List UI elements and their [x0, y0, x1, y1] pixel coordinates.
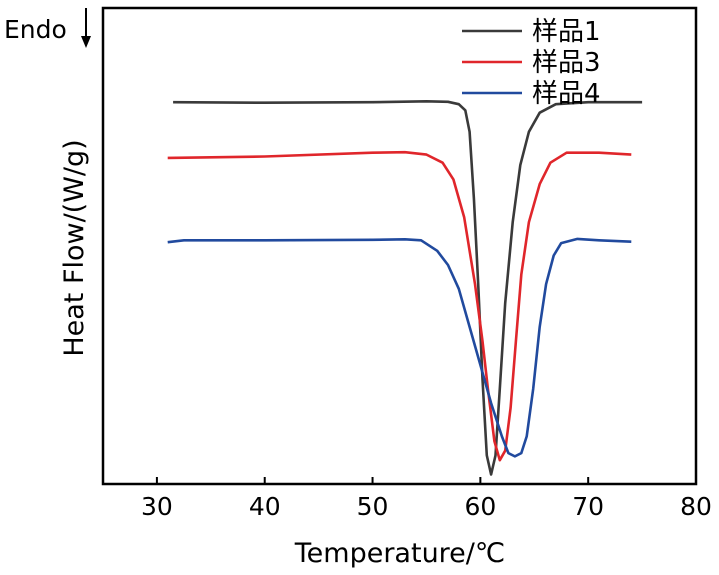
- x-tick-label: 80: [680, 492, 712, 521]
- endo-down-arrow-icon: [81, 8, 91, 48]
- series-lines: [167, 100, 643, 476]
- series-line-sample-3: [167, 150, 632, 462]
- plot-frame: [101, 6, 698, 486]
- legend-label-sample-3: 样品3: [532, 48, 601, 78]
- x-tick-label: 30: [141, 492, 173, 521]
- series-line-sample-4: [167, 237, 632, 458]
- x-tick-label: 40: [249, 492, 281, 521]
- x-axis-ticks: 30 40 50 60 70 80: [141, 477, 712, 521]
- legend-label-sample-4: 样品4: [532, 79, 601, 109]
- legend-label-sample-1: 样品1: [532, 17, 601, 47]
- x-tick-label: 70: [572, 492, 604, 521]
- endo-label: Endo: [4, 15, 67, 44]
- x-tick-label: 50: [357, 492, 389, 521]
- legend: 样品1 样品3 样品4: [462, 17, 601, 109]
- x-tick-label: 60: [464, 492, 496, 521]
- y-axis-title: Heat Flow/(W/g): [59, 139, 90, 356]
- series-line-sample-1: [173, 100, 643, 476]
- x-axis-title: Temperature/℃: [294, 538, 505, 569]
